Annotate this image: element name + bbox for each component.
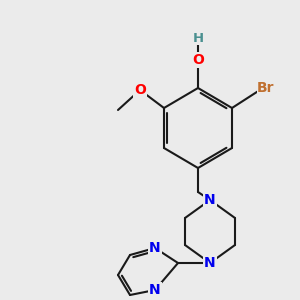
Text: Br: Br	[257, 81, 275, 95]
Text: N: N	[149, 283, 161, 297]
Text: N: N	[204, 256, 216, 270]
Text: O: O	[192, 53, 204, 67]
Text: N: N	[149, 241, 161, 255]
Text: O: O	[134, 83, 146, 97]
Text: H: H	[192, 32, 204, 44]
Text: N: N	[204, 193, 216, 207]
